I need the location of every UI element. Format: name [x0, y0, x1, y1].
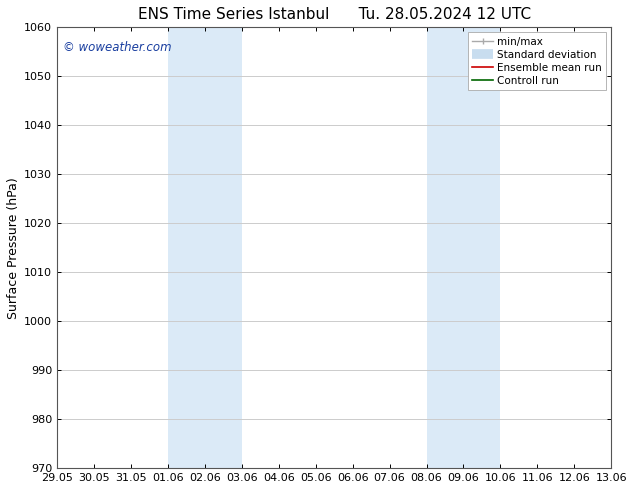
Text: © woweather.com: © woweather.com — [63, 41, 171, 53]
Legend: min/max, Standard deviation, Ensemble mean run, Controll run: min/max, Standard deviation, Ensemble me… — [468, 32, 606, 90]
Title: ENS Time Series Istanbul      Tu. 28.05.2024 12 UTC: ENS Time Series Istanbul Tu. 28.05.2024 … — [138, 7, 531, 22]
Y-axis label: Surface Pressure (hPa): Surface Pressure (hPa) — [7, 177, 20, 318]
Bar — [427, 27, 500, 468]
Bar — [168, 27, 242, 468]
